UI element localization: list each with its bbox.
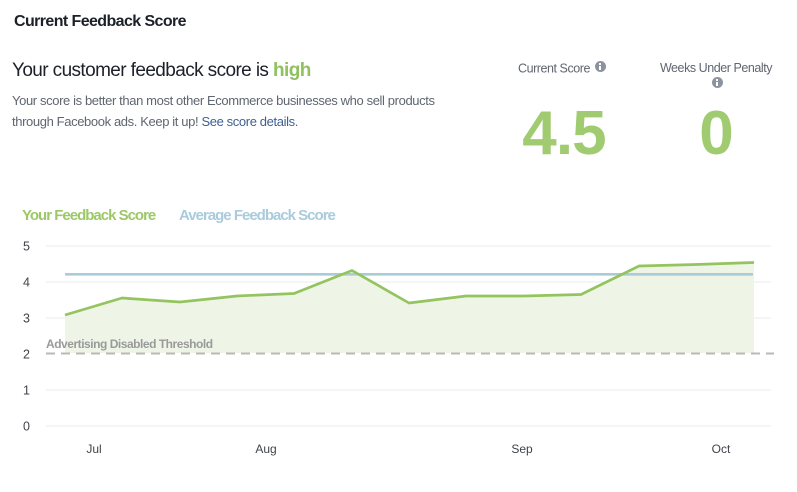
svg-text:Aug: Aug xyxy=(255,442,276,456)
svg-text:2: 2 xyxy=(23,348,30,362)
svg-text:Oct: Oct xyxy=(712,442,731,456)
svg-text:0: 0 xyxy=(23,420,30,434)
svg-text:4: 4 xyxy=(23,276,30,290)
svg-text:1: 1 xyxy=(23,384,30,398)
svg-text:Sep: Sep xyxy=(511,442,533,456)
svg-text:5: 5 xyxy=(23,240,30,254)
svg-text:Jul: Jul xyxy=(86,442,101,456)
svg-text:3: 3 xyxy=(23,312,30,326)
